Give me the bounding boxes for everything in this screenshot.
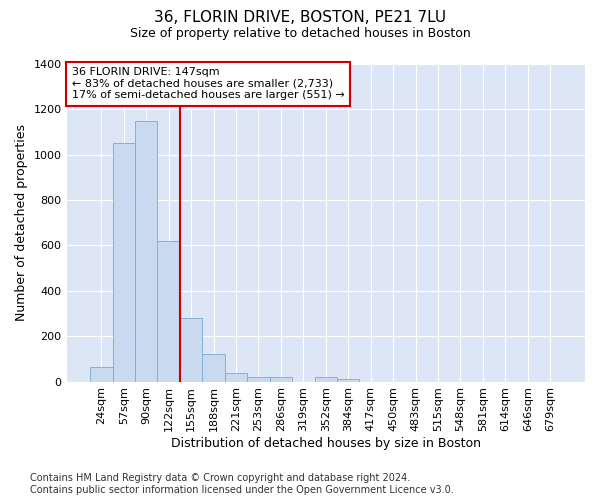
Text: 36 FLORIN DRIVE: 147sqm
← 83% of detached houses are smaller (2,733)
17% of semi: 36 FLORIN DRIVE: 147sqm ← 83% of detache… xyxy=(72,67,344,100)
X-axis label: Distribution of detached houses by size in Boston: Distribution of detached houses by size … xyxy=(171,437,481,450)
Text: Size of property relative to detached houses in Boston: Size of property relative to detached ho… xyxy=(130,28,470,40)
Bar xyxy=(90,367,113,382)
Bar xyxy=(337,380,359,382)
Text: Contains HM Land Registry data © Crown copyright and database right 2024.
Contai: Contains HM Land Registry data © Crown c… xyxy=(30,474,454,495)
Bar xyxy=(225,372,247,382)
Bar xyxy=(157,241,180,382)
Bar xyxy=(314,377,337,382)
Bar xyxy=(135,120,157,382)
Text: 36, FLORIN DRIVE, BOSTON, PE21 7LU: 36, FLORIN DRIVE, BOSTON, PE21 7LU xyxy=(154,10,446,25)
Bar xyxy=(202,354,225,382)
Bar xyxy=(247,377,269,382)
Bar xyxy=(269,377,292,382)
Y-axis label: Number of detached properties: Number of detached properties xyxy=(15,124,28,322)
Bar xyxy=(113,144,135,382)
Bar xyxy=(180,318,202,382)
